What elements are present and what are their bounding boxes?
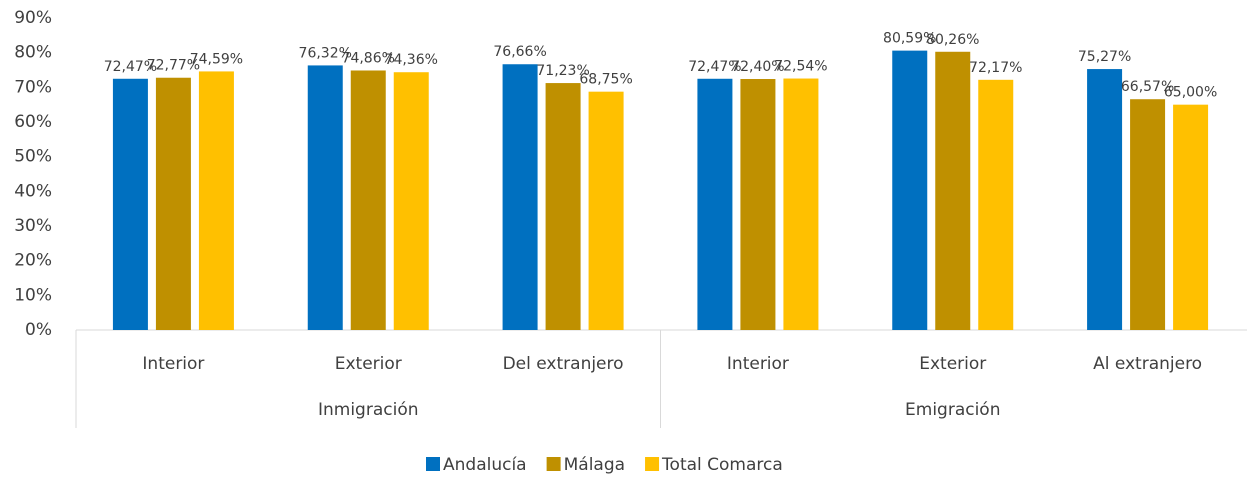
x-tick-label: Interior [142,354,204,374]
value-label: 72,17% [969,60,1022,76]
value-label: 66,57% [1121,79,1174,95]
legend-swatch [546,457,561,471]
bar [978,79,1014,330]
value-label: 74,36% [385,52,438,68]
value-label: 68,75% [579,72,632,88]
value-label: 72,40% [731,59,784,75]
value-label: 80,59% [883,31,936,47]
value-label: 72,47% [688,59,741,75]
bar [697,78,733,331]
bar [155,77,191,330]
y-tick-label: 0% [25,320,52,340]
x-tick-label: Del extranjero [503,354,624,374]
y-tick-label: 80% [14,43,52,63]
value-label: 76,32% [299,45,352,61]
value-label: 72,54% [774,59,827,75]
value-label: 74,59% [190,51,243,67]
legend-swatch [645,457,660,471]
x-tick-label: Interior [727,354,789,374]
value-label: 65,00% [1164,85,1217,101]
bar [892,50,928,330]
value-label: 75,27% [1078,49,1131,65]
bar [393,72,429,331]
bar [588,91,624,331]
x-tick-label: Exterior [335,354,402,374]
y-tick-label: 10% [14,285,52,305]
y-tick-label: 70% [14,77,52,97]
legend-label: Total Comarca [661,455,783,475]
bar [935,51,971,331]
group-label: Inmigración [318,400,419,420]
y-tick-label: 30% [14,216,52,236]
y-tick-label: 40% [14,181,52,201]
bar [1173,104,1209,331]
y-tick-label: 50% [14,147,52,167]
bar [198,71,234,331]
value-label: 72,47% [104,59,157,75]
bar [502,64,538,330]
bar [112,78,148,331]
legend-label: Andalucía [443,455,527,475]
bar [740,79,776,330]
value-label: 74,86% [342,50,395,66]
bar [1130,99,1166,330]
bar [350,70,386,330]
value-label: 72,77% [147,58,200,74]
value-label: 76,66% [493,44,546,60]
group-label: Emigración [905,400,1000,420]
legend-swatch [426,457,440,471]
bar [545,83,581,330]
x-tick-label: Exterior [919,354,986,374]
value-label: 80,26% [926,32,979,48]
y-tick-label: 60% [14,112,52,132]
bar [1087,69,1123,331]
y-tick-label: 90% [14,8,52,28]
y-tick-label: 20% [14,251,52,271]
bar [307,65,343,330]
legend-label: Málaga [564,455,625,475]
value-label: 71,23% [536,63,589,79]
bar [783,78,819,330]
x-tick-label: Al extranjero [1093,354,1202,374]
